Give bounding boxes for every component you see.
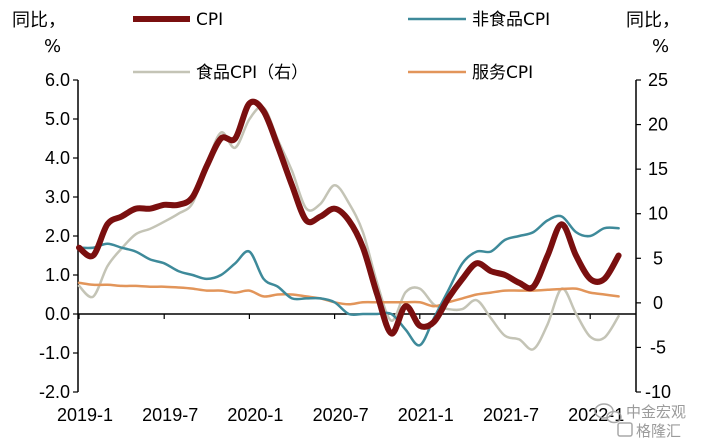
legend-label-food-cpi: 食品CPI（右） [196, 63, 308, 83]
right-tick-label: 15 [648, 159, 668, 179]
right-unit-line1: 同比， [626, 10, 680, 31]
right-axis-unit: 同比， % [626, 10, 680, 57]
right-tick-label: 25 [648, 70, 668, 90]
left-axis-unit: 同比， % [12, 10, 66, 57]
series-food-cpi-line [77, 105, 620, 351]
right-tick-label: -10 [645, 382, 671, 402]
left-unit-line2: % [44, 36, 61, 57]
legend: CPI 非食品CPI 食品CPI（右） 服务CPI [133, 10, 550, 83]
logo-mark-icon [617, 422, 633, 437]
right-tick-label: 20 [648, 115, 668, 135]
x-tick-label: 2019-7 [142, 405, 198, 425]
legend-label-nonfood-cpi: 非食品CPI [472, 10, 550, 30]
x-tick-label: 2021-1 [398, 405, 454, 425]
x-axis-ticks: 2019-1 2019-7 2020-1 2020-7 2021-1 2021-7 2022… [57, 314, 624, 425]
right-tick-label: 10 [648, 204, 668, 224]
left-tick-label: -1.0 [39, 343, 70, 363]
series-cpi-line [76, 98, 622, 337]
right-tick-label: 0 [653, 293, 663, 313]
right-unit-line2: % [652, 36, 669, 57]
right-tick-label: -5 [650, 337, 666, 357]
series-nonfood-cpi-line [77, 214, 620, 347]
watermark-text: 中金宏观 [626, 403, 686, 421]
left-tick-label: 4.0 [45, 148, 70, 168]
left-tick-label: 1.0 [45, 265, 70, 285]
x-tick-label: 2020-7 [313, 405, 369, 425]
left-y-axis-ticks: 6.0 5.0 4.0 3.0 2.0 1.0 0.0 -1.0 -2.0 [39, 70, 78, 402]
left-tick-label: 2.0 [45, 226, 70, 246]
left-tick-label: -2.0 [39, 382, 70, 402]
series-service-cpi-line [77, 281, 620, 308]
left-unit-line1: 同比， [12, 10, 66, 31]
right-tick-label: 5 [653, 248, 663, 268]
left-tick-label: 3.0 [45, 187, 70, 207]
x-tick-label: 2020-1 [227, 405, 283, 425]
wechat-icon [594, 403, 622, 424]
x-tick-label: 2021-7 [483, 405, 539, 425]
legend-label-cpi: CPI [196, 10, 223, 30]
left-tick-label: 5.0 [45, 109, 70, 129]
right-y-axis-ticks: 25 20 15 10 5 0 -5 -10 [636, 70, 671, 402]
left-tick-label: 6.0 [45, 70, 70, 90]
series-lines [76, 98, 622, 351]
x-tick-label: 2019-1 [57, 405, 113, 425]
watermark: 中金宏观 格隆汇 [594, 403, 686, 440]
watermark-subtext: 格隆汇 [636, 422, 681, 440]
left-tick-label: 0.0 [45, 304, 70, 324]
legend-label-service-cpi: 服务CPI [472, 63, 533, 83]
